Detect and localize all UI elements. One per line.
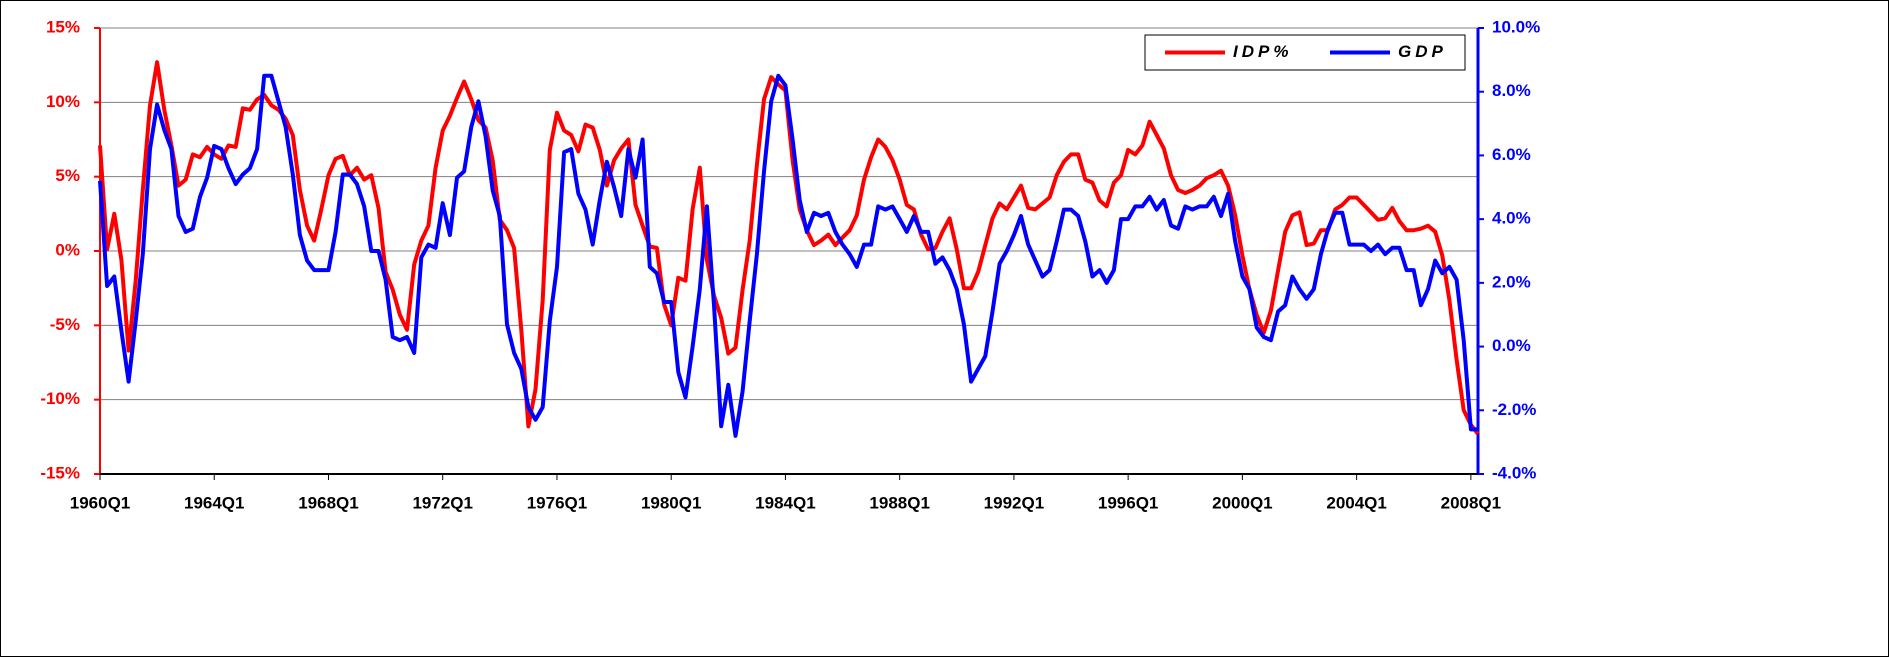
x-tick-label: 1984Q1 [755, 493, 816, 512]
y2-tick-label: -2.0% [1492, 400, 1536, 419]
y-tick-label: -10% [40, 389, 80, 408]
y-tick-label: -15% [40, 463, 80, 482]
x-tick-label: 1960Q1 [70, 493, 131, 512]
x-tick-label: 2000Q1 [1212, 493, 1273, 512]
y-tick-label: 5% [55, 166, 80, 185]
y2-tick-label: 2.0% [1492, 272, 1531, 291]
y-tick-label: 15% [46, 17, 80, 36]
y-tick-label: -5% [50, 315, 80, 334]
y-tick-label: 0% [55, 240, 80, 259]
y2-tick-label: 10.0% [1492, 17, 1540, 36]
y-tick-label: 10% [46, 92, 80, 111]
y2-tick-label: 8.0% [1492, 81, 1531, 100]
x-tick-label: 1964Q1 [184, 493, 245, 512]
y2-tick-label: -4.0% [1492, 463, 1536, 482]
y2-tick-label: 6.0% [1492, 145, 1531, 164]
x-tick-label: 1996Q1 [1098, 493, 1159, 512]
x-tick-label: 2004Q1 [1326, 493, 1387, 512]
x-tick-label: 1988Q1 [869, 493, 930, 512]
x-tick-label: 1972Q1 [412, 493, 473, 512]
y2-tick-label: 0.0% [1492, 336, 1531, 355]
y2-tick-label: 4.0% [1492, 209, 1531, 228]
x-tick-label: 1968Q1 [298, 493, 359, 512]
x-tick-label: 1976Q1 [527, 493, 588, 512]
series-line [98, 73, 1478, 438]
x-tick-label: 2008Q1 [1441, 493, 1502, 512]
legend-label: IDP% [1233, 42, 1292, 61]
x-tick-label: 1980Q1 [641, 493, 702, 512]
legend-label: GDP [1398, 42, 1447, 61]
x-tick-label: 1992Q1 [984, 493, 1045, 512]
